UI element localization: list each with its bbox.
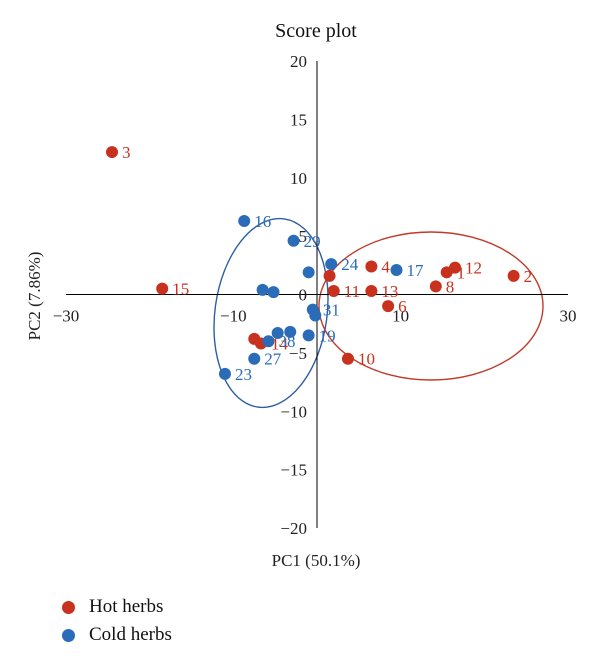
chart-title: Score plot <box>275 20 357 42</box>
y-tick-label: 5 <box>299 227 308 246</box>
y-tick-label: −10 <box>280 402 307 421</box>
y-tick-label: 20 <box>290 52 307 71</box>
cold-herbs-point-label-31: 31 <box>323 301 340 320</box>
hot-herbs-point-label-4: 4 <box>381 257 390 276</box>
hot-herbs-point-label-12: 12 <box>465 259 482 278</box>
hot-herbs-point-label-6: 6 <box>398 297 407 316</box>
cold-herbs-point-label-23: 23 <box>235 365 252 384</box>
hot-herbs-point-13 <box>365 284 378 297</box>
hot-herbs-marker-icon <box>62 600 75 614</box>
hot-herbs-point-label-1: 1 <box>457 263 466 282</box>
hot-herbs-point-11 <box>327 284 340 297</box>
cold-herbs-point-25 <box>284 325 297 338</box>
hot-herbs-ellipse <box>318 231 544 381</box>
cold-herbs-point-label-17: 17 <box>406 261 424 280</box>
cold-herbs-point-35 <box>309 309 322 322</box>
hot-herbs-point-3 <box>106 146 119 159</box>
cold-herbs-point-label-27: 27 <box>264 350 282 369</box>
hot-herbs-point-15 <box>156 282 169 295</box>
cold-herbs-ellipse <box>213 217 329 409</box>
cold-herbs-point-33 <box>302 266 315 279</box>
hot-herbs-point-label-2: 2 <box>524 267 533 286</box>
axes: −30 −10 10 30 20 15 10 5 0 −5 −10 −15 −20 <box>53 52 577 538</box>
hot-herbs-point-4 <box>365 260 378 273</box>
legend-item-cold: Cold herbs <box>62 624 172 646</box>
hot-herbs-point-label-11: 11 <box>344 282 360 301</box>
cold-herbs-point-19 <box>302 329 315 342</box>
cold-herbs-point-28 <box>267 286 280 299</box>
legend-item-hot: Hot herbs <box>62 596 163 618</box>
hot-herbs-point-2 <box>507 269 520 282</box>
legend-label-hot: Hot herbs <box>89 596 164 617</box>
cold-herbs-point-16 <box>238 214 251 227</box>
cold-herbs-point-label-16: 16 <box>254 212 271 231</box>
cold-herbs-point-24 <box>325 258 338 271</box>
hot-herbs-point-12 <box>449 261 462 274</box>
cold-herbs-point-label-38: 38 <box>278 332 295 351</box>
hot-herbs-point-6 <box>382 300 395 313</box>
x-tick-label: −10 <box>220 307 247 326</box>
y-tick-label: −5 <box>289 344 307 363</box>
y-tick-label: −20 <box>280 519 307 538</box>
hot-herbs-point-label-15: 15 <box>172 280 189 299</box>
hot-herbs-point-label-8: 8 <box>446 277 455 296</box>
x-tick-label: 10 <box>392 307 409 326</box>
cold-herbs-point-label-19: 19 <box>319 326 336 345</box>
x-axis-label: PC1 (50.1%) <box>272 551 361 570</box>
cold-herbs-point-30 <box>271 327 284 340</box>
cold-herbs-point-38 <box>262 335 275 348</box>
x-tick-label: 30 <box>560 307 577 326</box>
y-tick-label: 0 <box>299 286 308 305</box>
y-tick-label: 10 <box>290 169 307 188</box>
group-ellipses <box>213 217 544 409</box>
hot-herbs-point-label-3: 3 <box>122 143 130 162</box>
cold-herbs-point-27 <box>248 352 261 365</box>
y-tick-label: −15 <box>280 461 307 480</box>
cold-herbs-point-label-24: 24 <box>341 255 359 274</box>
cold-herbs-point-29 <box>287 234 300 247</box>
hot-herbs-point-label-10: 10 <box>358 350 375 369</box>
hot-herbs-point-10 <box>341 352 354 365</box>
legend-label-cold: Cold herbs <box>89 624 172 645</box>
cold-herbs-point-label-29: 29 <box>304 232 321 251</box>
y-tick-label: 15 <box>290 110 307 129</box>
cold-herbs-point-17 <box>390 263 403 276</box>
cold-herbs-marker-icon <box>62 628 75 642</box>
cold-herbs-point-20 <box>256 283 269 296</box>
x-tick-label: −30 <box>53 307 80 326</box>
hot-herbs-point-label-14: 14 <box>271 335 289 354</box>
hot-herbs-point-8 <box>429 280 442 293</box>
hot-herbs-point-9 <box>323 269 336 282</box>
hot-herbs-point-label-13: 13 <box>381 282 398 301</box>
y-axis-label: PC2 (7.86%) <box>25 252 44 341</box>
score-plot-chart: Score plot −30 −10 10 30 20 15 10 5 0 −5 −10 −15 −20… <box>25 20 577 570</box>
cold-herbs-point-23 <box>218 367 231 380</box>
